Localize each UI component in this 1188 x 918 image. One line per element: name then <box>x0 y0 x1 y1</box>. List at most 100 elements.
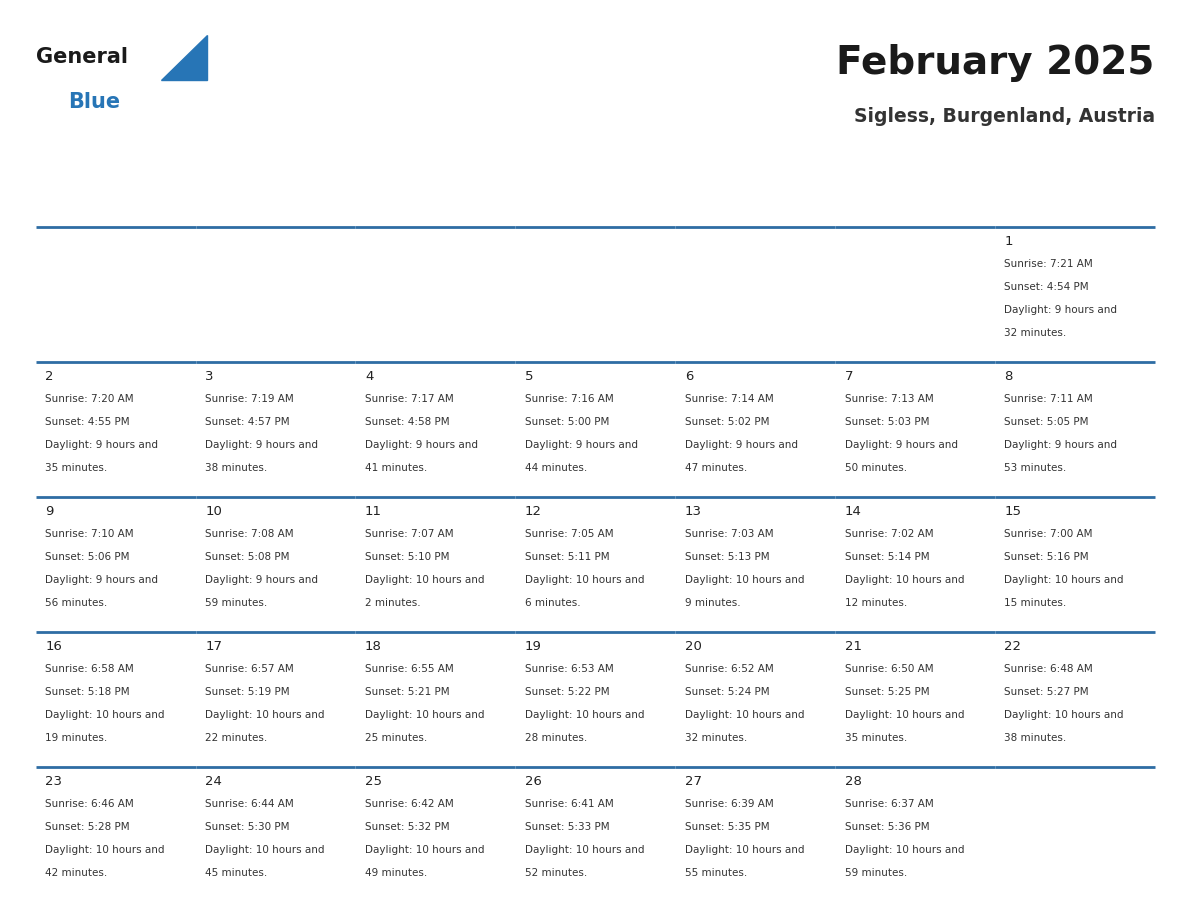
Text: 2: 2 <box>45 370 53 383</box>
Text: 25 minutes.: 25 minutes. <box>365 733 428 743</box>
Text: Sunset: 5:13 PM: Sunset: 5:13 PM <box>684 552 770 562</box>
Text: Sunset: 5:24 PM: Sunset: 5:24 PM <box>684 687 770 697</box>
Text: Daylight: 10 hours and: Daylight: 10 hours and <box>525 710 644 720</box>
Text: 35 minutes.: 35 minutes. <box>845 733 906 743</box>
Text: 38 minutes.: 38 minutes. <box>206 463 267 473</box>
Text: Monday: Monday <box>207 196 259 209</box>
Text: Sunset: 5:05 PM: Sunset: 5:05 PM <box>1005 417 1089 427</box>
Text: 22: 22 <box>1005 640 1022 653</box>
Text: 18: 18 <box>365 640 381 653</box>
Text: Daylight: 9 hours and: Daylight: 9 hours and <box>684 440 797 450</box>
Text: Daylight: 10 hours and: Daylight: 10 hours and <box>206 710 324 720</box>
Text: 6: 6 <box>684 370 693 383</box>
Text: 24: 24 <box>206 775 222 788</box>
Text: Sunset: 5:00 PM: Sunset: 5:00 PM <box>525 417 609 427</box>
Text: Sunset: 5:30 PM: Sunset: 5:30 PM <box>206 822 290 832</box>
Text: Daylight: 9 hours and: Daylight: 9 hours and <box>845 440 958 450</box>
Text: Daylight: 10 hours and: Daylight: 10 hours and <box>845 575 965 585</box>
Text: 20: 20 <box>684 640 702 653</box>
Text: Daylight: 10 hours and: Daylight: 10 hours and <box>365 575 485 585</box>
Text: Sunset: 5:10 PM: Sunset: 5:10 PM <box>365 552 449 562</box>
Text: Daylight: 10 hours and: Daylight: 10 hours and <box>365 845 485 855</box>
Text: 4: 4 <box>365 370 373 383</box>
Text: Daylight: 9 hours and: Daylight: 9 hours and <box>206 575 318 585</box>
Text: Sunset: 5:25 PM: Sunset: 5:25 PM <box>845 687 929 697</box>
Text: Sunset: 5:11 PM: Sunset: 5:11 PM <box>525 552 609 562</box>
Text: 12 minutes.: 12 minutes. <box>845 598 906 608</box>
Text: 5: 5 <box>525 370 533 383</box>
Text: Tuesday: Tuesday <box>367 196 421 209</box>
Text: Sunset: 5:18 PM: Sunset: 5:18 PM <box>45 687 129 697</box>
Text: 21: 21 <box>845 640 861 653</box>
Text: Sunset: 4:55 PM: Sunset: 4:55 PM <box>45 417 129 427</box>
Text: Sunrise: 7:16 AM: Sunrise: 7:16 AM <box>525 394 613 404</box>
Text: Sunrise: 7:14 AM: Sunrise: 7:14 AM <box>684 394 773 404</box>
Text: Daylight: 10 hours and: Daylight: 10 hours and <box>1005 710 1124 720</box>
Text: Sunrise: 7:10 AM: Sunrise: 7:10 AM <box>45 529 134 539</box>
Text: Sunrise: 6:46 AM: Sunrise: 6:46 AM <box>45 799 134 809</box>
Text: Sunset: 5:19 PM: Sunset: 5:19 PM <box>206 687 290 697</box>
Text: 32 minutes.: 32 minutes. <box>1005 328 1067 338</box>
Text: Sunrise: 6:50 AM: Sunrise: 6:50 AM <box>845 664 934 674</box>
Text: 15 minutes.: 15 minutes. <box>1005 598 1067 608</box>
Text: Sunrise: 7:08 AM: Sunrise: 7:08 AM <box>206 529 293 539</box>
Text: Daylight: 10 hours and: Daylight: 10 hours and <box>365 710 485 720</box>
Text: Thursday: Thursday <box>687 196 748 209</box>
Text: 55 minutes.: 55 minutes. <box>684 868 747 878</box>
Text: 38 minutes.: 38 minutes. <box>1005 733 1067 743</box>
Text: Daylight: 10 hours and: Daylight: 10 hours and <box>525 845 644 855</box>
Text: Daylight: 10 hours and: Daylight: 10 hours and <box>845 845 965 855</box>
Text: 12: 12 <box>525 505 542 518</box>
Text: 35 minutes.: 35 minutes. <box>45 463 107 473</box>
Text: Sunrise: 6:37 AM: Sunrise: 6:37 AM <box>845 799 934 809</box>
Text: Daylight: 9 hours and: Daylight: 9 hours and <box>45 440 158 450</box>
Text: Sunrise: 6:39 AM: Sunrise: 6:39 AM <box>684 799 773 809</box>
Text: Sunrise: 7:05 AM: Sunrise: 7:05 AM <box>525 529 613 539</box>
Text: Sunrise: 6:57 AM: Sunrise: 6:57 AM <box>206 664 293 674</box>
Text: 32 minutes.: 32 minutes. <box>684 733 747 743</box>
Text: Daylight: 9 hours and: Daylight: 9 hours and <box>206 440 318 450</box>
Text: 16: 16 <box>45 640 62 653</box>
Text: Sunset: 4:57 PM: Sunset: 4:57 PM <box>206 417 290 427</box>
Text: 42 minutes.: 42 minutes. <box>45 868 107 878</box>
Text: Sunrise: 7:17 AM: Sunrise: 7:17 AM <box>365 394 454 404</box>
Text: Sunset: 4:58 PM: Sunset: 4:58 PM <box>365 417 449 427</box>
Text: Sunset: 5:14 PM: Sunset: 5:14 PM <box>845 552 929 562</box>
Text: February 2025: February 2025 <box>836 44 1155 82</box>
Text: Sunrise: 7:00 AM: Sunrise: 7:00 AM <box>1005 529 1093 539</box>
Text: Sunset: 5:03 PM: Sunset: 5:03 PM <box>845 417 929 427</box>
Text: 26: 26 <box>525 775 542 788</box>
Text: Sunset: 5:21 PM: Sunset: 5:21 PM <box>365 687 449 697</box>
Text: Sunrise: 6:55 AM: Sunrise: 6:55 AM <box>365 664 454 674</box>
Text: Daylight: 10 hours and: Daylight: 10 hours and <box>684 710 804 720</box>
Text: 59 minutes.: 59 minutes. <box>206 598 267 608</box>
Text: 3: 3 <box>206 370 214 383</box>
Text: Sunrise: 6:41 AM: Sunrise: 6:41 AM <box>525 799 613 809</box>
Text: Sunset: 5:06 PM: Sunset: 5:06 PM <box>45 552 129 562</box>
Text: Sunset: 5:36 PM: Sunset: 5:36 PM <box>845 822 929 832</box>
Text: Daylight: 10 hours and: Daylight: 10 hours and <box>525 575 644 585</box>
Text: 59 minutes.: 59 minutes. <box>845 868 906 878</box>
Text: 17: 17 <box>206 640 222 653</box>
Text: Friday: Friday <box>846 196 886 209</box>
Text: 41 minutes.: 41 minutes. <box>365 463 428 473</box>
Text: Sunday: Sunday <box>46 196 96 209</box>
Text: Sunrise: 7:02 AM: Sunrise: 7:02 AM <box>845 529 934 539</box>
Text: 6 minutes.: 6 minutes. <box>525 598 581 608</box>
Text: Sigless, Burgenland, Austria: Sigless, Burgenland, Austria <box>854 106 1155 126</box>
Text: 19 minutes.: 19 minutes. <box>45 733 107 743</box>
Text: Sunrise: 6:48 AM: Sunrise: 6:48 AM <box>1005 664 1093 674</box>
Text: Sunrise: 6:52 AM: Sunrise: 6:52 AM <box>684 664 773 674</box>
Text: Daylight: 9 hours and: Daylight: 9 hours and <box>45 575 158 585</box>
Text: 52 minutes.: 52 minutes. <box>525 868 587 878</box>
Text: 13: 13 <box>684 505 702 518</box>
Text: Sunrise: 7:03 AM: Sunrise: 7:03 AM <box>684 529 773 539</box>
Text: Sunset: 5:22 PM: Sunset: 5:22 PM <box>525 687 609 697</box>
Text: Sunset: 5:27 PM: Sunset: 5:27 PM <box>1005 687 1089 697</box>
Text: Sunset: 5:28 PM: Sunset: 5:28 PM <box>45 822 129 832</box>
Text: Sunset: 5:16 PM: Sunset: 5:16 PM <box>1005 552 1089 562</box>
Text: Sunrise: 6:42 AM: Sunrise: 6:42 AM <box>365 799 454 809</box>
Text: Sunset: 5:33 PM: Sunset: 5:33 PM <box>525 822 609 832</box>
Text: Daylight: 10 hours and: Daylight: 10 hours and <box>684 575 804 585</box>
Text: Sunset: 5:02 PM: Sunset: 5:02 PM <box>684 417 769 427</box>
